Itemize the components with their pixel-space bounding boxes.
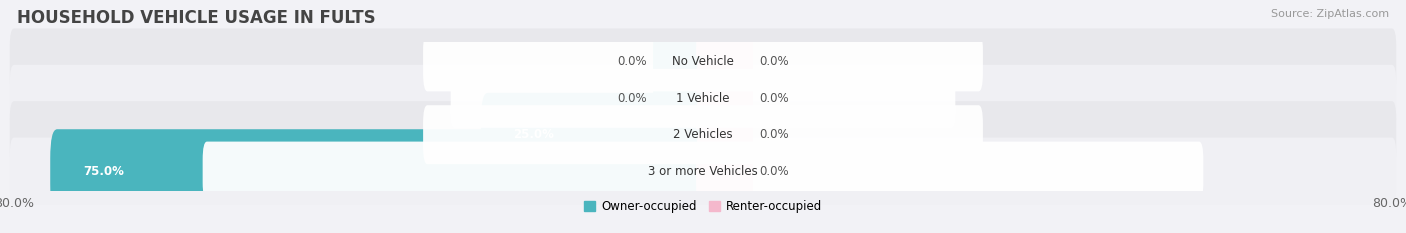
Text: 1 Vehicle: 1 Vehicle — [676, 92, 730, 105]
Text: No Vehicle: No Vehicle — [672, 55, 734, 69]
Text: 0.0%: 0.0% — [759, 164, 789, 178]
Text: 0.0%: 0.0% — [617, 55, 647, 69]
Text: 0.0%: 0.0% — [617, 92, 647, 105]
FancyBboxPatch shape — [10, 65, 1396, 132]
FancyBboxPatch shape — [451, 69, 955, 128]
FancyBboxPatch shape — [202, 142, 1204, 201]
FancyBboxPatch shape — [51, 129, 710, 213]
FancyBboxPatch shape — [696, 56, 754, 140]
FancyBboxPatch shape — [423, 105, 983, 164]
FancyBboxPatch shape — [423, 32, 983, 91]
FancyBboxPatch shape — [481, 93, 710, 177]
FancyBboxPatch shape — [696, 93, 754, 177]
Text: 25.0%: 25.0% — [513, 128, 554, 141]
Legend: Owner-occupied, Renter-occupied: Owner-occupied, Renter-occupied — [579, 195, 827, 218]
FancyBboxPatch shape — [696, 129, 754, 213]
Text: 0.0%: 0.0% — [759, 128, 789, 141]
Text: 75.0%: 75.0% — [83, 164, 124, 178]
Text: Source: ZipAtlas.com: Source: ZipAtlas.com — [1271, 9, 1389, 19]
Text: 0.0%: 0.0% — [759, 55, 789, 69]
FancyBboxPatch shape — [10, 138, 1396, 205]
FancyBboxPatch shape — [652, 20, 710, 104]
Text: 0.0%: 0.0% — [759, 92, 789, 105]
FancyBboxPatch shape — [10, 28, 1396, 95]
FancyBboxPatch shape — [696, 20, 754, 104]
Text: 3 or more Vehicles: 3 or more Vehicles — [648, 164, 758, 178]
Text: HOUSEHOLD VEHICLE USAGE IN FULTS: HOUSEHOLD VEHICLE USAGE IN FULTS — [17, 9, 375, 27]
Text: 2 Vehicles: 2 Vehicles — [673, 128, 733, 141]
FancyBboxPatch shape — [10, 101, 1396, 168]
FancyBboxPatch shape — [652, 56, 710, 140]
